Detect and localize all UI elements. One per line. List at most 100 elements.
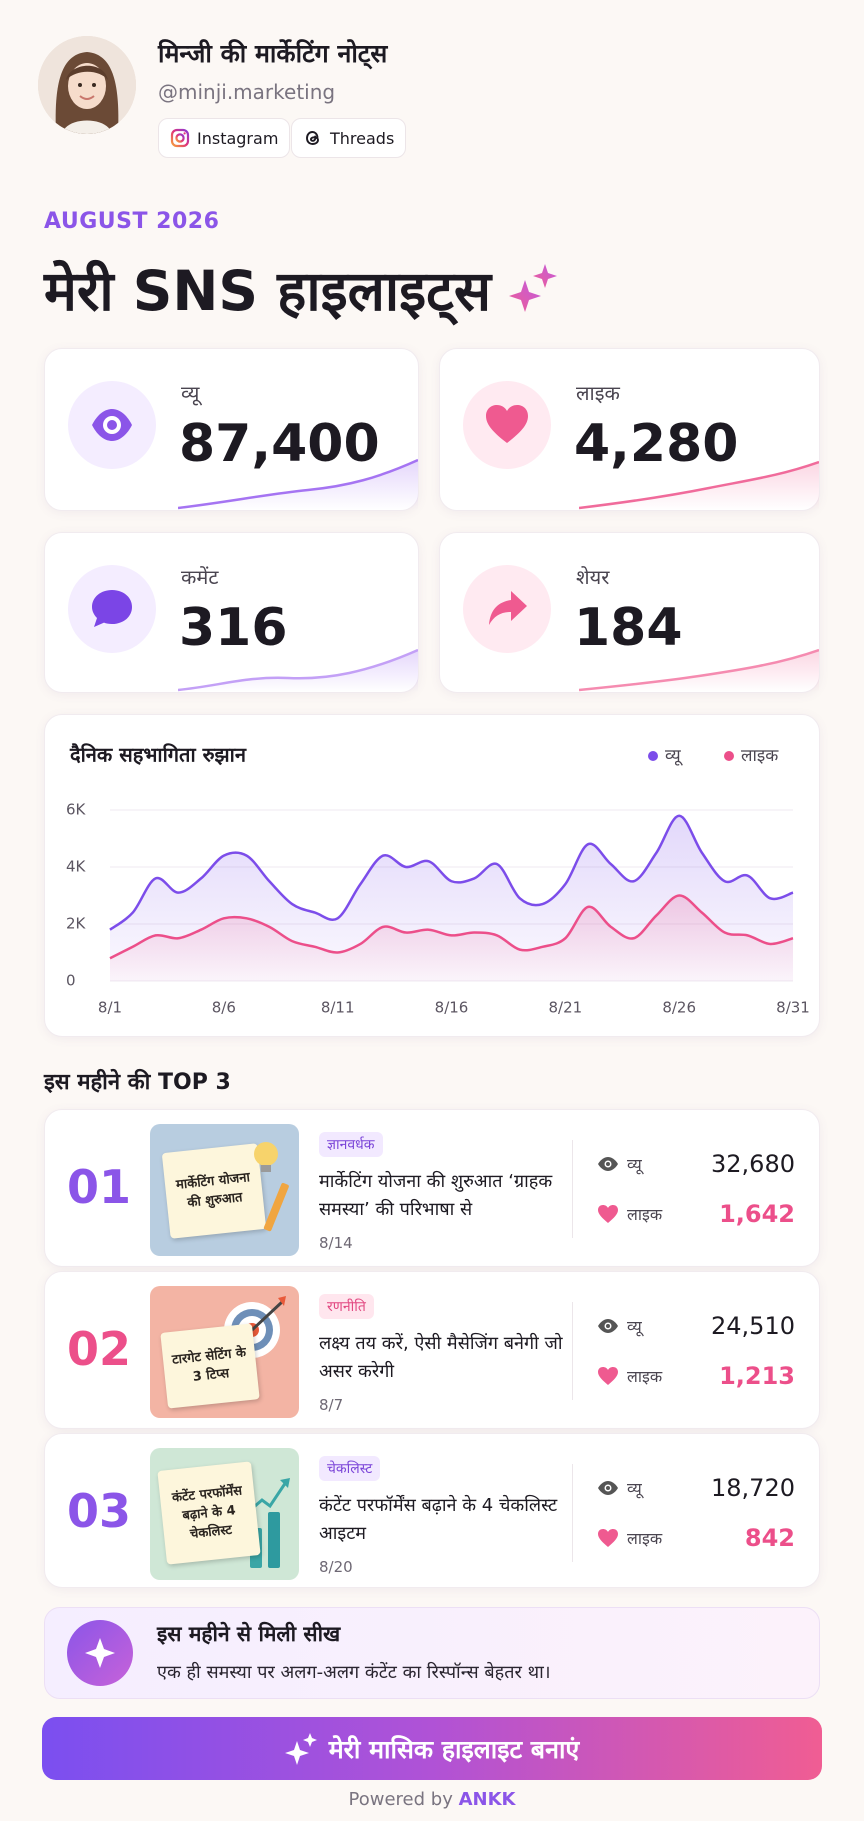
views-label: व्यू: [627, 1317, 642, 1336]
x-tick-label: 8/6: [212, 999, 236, 1017]
stat-value: 184: [574, 598, 683, 658]
stat-icon: [68, 381, 156, 469]
post-date: 8/14: [319, 1234, 353, 1252]
stat-card: कमेंट 316: [44, 532, 419, 693]
footer-prefix: Powered by: [348, 1789, 453, 1810]
cta-button[interactable]: मेरी मासिक हाइलाइट बनाएं: [42, 1717, 822, 1780]
likes-label: लाइक: [627, 1205, 663, 1224]
views-label: व्यू: [627, 1155, 642, 1174]
link-label: Threads: [330, 128, 395, 148]
top-post[interactable]: 01 मार्केटिंग योजना की शुरुआत ज्ञानवर्धक…: [44, 1109, 820, 1267]
stat-icon: [463, 381, 551, 469]
y-tick-label: 6K: [66, 801, 87, 819]
insight-title: इस महीने से मिली सीख: [157, 1622, 341, 1646]
stat-icon: [68, 565, 156, 653]
chart-title: दैनिक सहभागिता रुझान: [69, 743, 247, 767]
cta-icon: [284, 1732, 317, 1765]
thumbnail-text: कंटेंट परफॉर्मेंस बढ़ाने के 4 चेकलिस्ट: [157, 1461, 261, 1565]
stat-card: व्यू 87,400: [44, 348, 419, 511]
footer-brand: ANKK: [458, 1789, 516, 1810]
likes-row: लाइक 842: [597, 1524, 795, 1552]
tag: रणनीति: [319, 1294, 374, 1319]
thumbnail: टारगेट सेटिंग के 3 टिप्स: [150, 1286, 299, 1418]
post-title: लक्ष्य तय करें, ऐसी मैसेजिंग बनेगी जो अस…: [319, 1333, 563, 1382]
period: AUGUST 2026: [44, 209, 220, 234]
link-label: Instagram: [197, 128, 279, 148]
divider: [572, 1140, 573, 1238]
rank: 02: [67, 1322, 132, 1376]
threads-icon: [306, 131, 319, 145]
stat-value: 316: [179, 598, 288, 658]
thumbnail: कंटेंट परफॉर्मेंस बढ़ाने के 4 चेकलिस्ट: [150, 1448, 299, 1580]
stat-icon: [463, 565, 551, 653]
stat-label: कमेंट: [181, 565, 219, 589]
chart: दैनिक सहभागिता रुझान 0 2K 4K 6K 8/1 8/6 8/11 8/…: [66, 743, 810, 1017]
stat-card: शेयर 184: [439, 532, 820, 693]
divider: [572, 1302, 573, 1400]
legend-label: लाइक: [741, 746, 779, 766]
profile-handle: @minji.marketing: [158, 80, 336, 104]
instagram-link[interactable]: Instagram: [158, 118, 291, 158]
views-value: 32,680: [711, 1150, 795, 1178]
views-value: 18,720: [711, 1474, 795, 1502]
post-title: कंटेंट परफॉर्मेंस बढ़ाने के 4 चेकलिस्ट आ…: [319, 1495, 558, 1544]
page-title: मेरी SNS हाइलाइट्स: [44, 259, 492, 323]
thumbnail: मार्केटिंग योजना की शुरुआत: [150, 1124, 299, 1256]
area: [110, 895, 793, 981]
stat-label: शेयर: [576, 565, 610, 589]
divider: [572, 1464, 573, 1562]
x-tick-label: 8/1: [98, 999, 122, 1017]
stat-value: 4,280: [574, 414, 739, 474]
stat-label: लाइक: [576, 381, 620, 405]
views-label: व्यू: [627, 1479, 642, 1498]
views-value: 24,510: [711, 1312, 795, 1340]
stat-value: 87,400: [179, 414, 380, 474]
sparkline: [579, 460, 819, 510]
sparkline: [178, 458, 418, 510]
post-date: 8/20: [319, 1558, 353, 1576]
line: [109, 814, 794, 931]
threads-link[interactable]: Threads: [291, 118, 407, 158]
rank: 03: [67, 1484, 132, 1538]
views-row: व्यू 32,680: [597, 1150, 795, 1178]
likes-label: लाइक: [627, 1529, 663, 1548]
likes-row: लाइक 1,642: [597, 1200, 795, 1228]
likes-value: 842: [744, 1524, 795, 1552]
legend-marker: [724, 751, 734, 761]
x-tick-label: 8/21: [548, 999, 582, 1017]
cta-label: मेरी मासिक हाइलाइट बनाएं: [328, 1734, 580, 1764]
views-row: व्यू 18,720: [597, 1474, 795, 1502]
post-date: 8/7: [319, 1396, 344, 1414]
likes-row: लाइक 1,213: [597, 1362, 795, 1390]
y-tick-label: 2K: [66, 915, 87, 933]
chart-card: दैनिक सहभागिता रुझान 0 2K 4K 6K 8/1 8/6 8/11 8/…: [44, 714, 820, 1037]
stat-card: लाइक 4,280: [439, 348, 820, 511]
insight-icon: [67, 1620, 133, 1686]
line: [109, 894, 794, 960]
y-tick-label: 4K: [66, 858, 87, 876]
footer: Powered by ANKK: [0, 1789, 864, 1810]
top-post[interactable]: 02 टारगेट सेटिंग के 3 टिप्स रणनीति लक्ष्…: [44, 1271, 820, 1429]
instagram-icon: [170, 128, 190, 148]
y-tick-label: 0: [66, 972, 76, 990]
x-tick-label: 8/31: [776, 999, 810, 1017]
likes-value: 1,642: [719, 1200, 795, 1228]
avatar: [38, 36, 136, 134]
x-tick-label: 8/26: [662, 999, 696, 1017]
page-title-row: मेरी SNS हाइलाइट्स: [44, 252, 561, 327]
insight-card: इस महीने से मिली सीख एक ही समस्या पर अलग…: [44, 1607, 820, 1699]
top-post[interactable]: 03 कंटेंट परफॉर्मेंस बढ़ाने के 4 चेकलिस्…: [44, 1433, 820, 1588]
likes-value: 1,213: [719, 1362, 795, 1390]
thumbnail-text: टारगेट सेटिंग के 3 टिप्स: [160, 1323, 260, 1409]
insight-text: एक ही समस्या पर अलग-अलग कंटेंट का रिस्पॉ…: [157, 1662, 551, 1683]
tag: चेकलिस्ट: [319, 1456, 381, 1481]
sparkline: [178, 648, 418, 692]
views-row: व्यू 24,510: [597, 1312, 795, 1340]
section-title: इस महीने की TOP 3: [44, 1070, 231, 1095]
sparkline: [579, 648, 819, 692]
stat-label: व्यू: [181, 381, 200, 405]
sparkle-icon: [509, 263, 558, 312]
x-tick-label: 8/16: [435, 999, 469, 1017]
likes-label: लाइक: [627, 1367, 663, 1386]
